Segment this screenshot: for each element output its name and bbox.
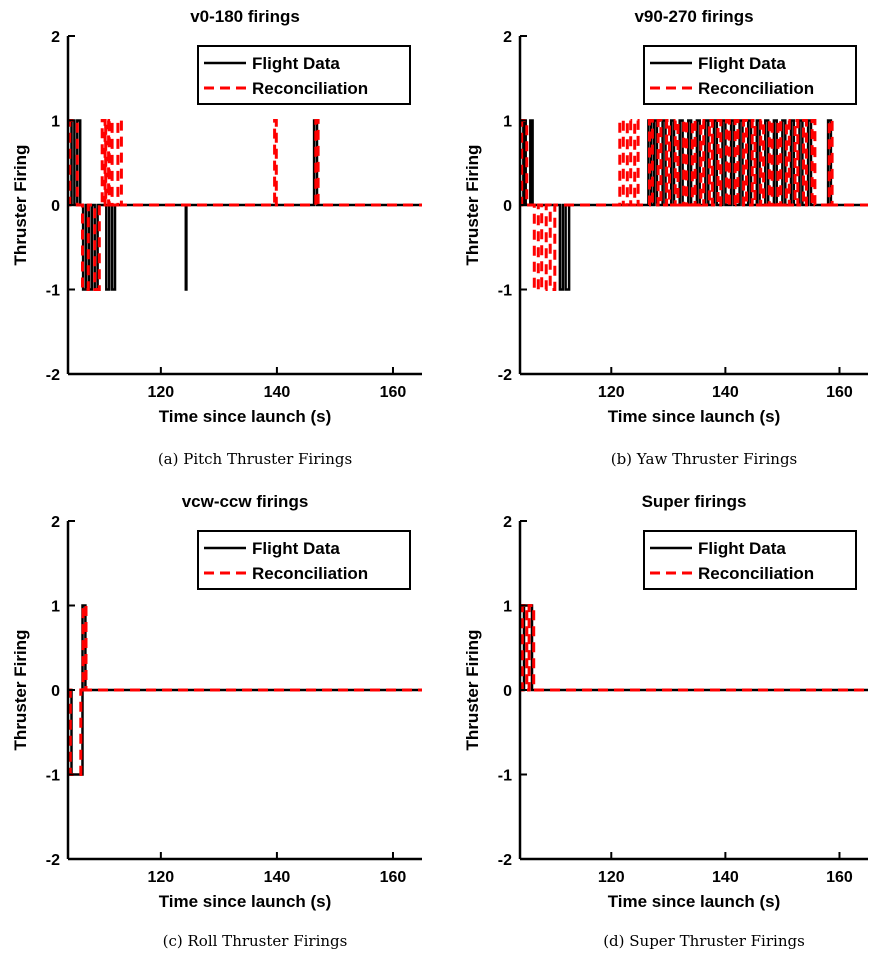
legend-box	[197, 530, 411, 590]
y-tick-label: -2	[46, 367, 60, 384]
x-axis-label: Time since launch (s)	[608, 892, 781, 911]
y-tick-label: 0	[51, 198, 60, 215]
x-tick-label: 160	[826, 384, 853, 401]
y-tick-label: -2	[498, 852, 512, 869]
chart-panel-1: 2 1 0 -1 -2 120 140 160 v0-180 firings Time since…	[11, 7, 422, 468]
x-tick-label: 160	[380, 384, 407, 401]
x-tick-label: 120	[148, 869, 175, 886]
y-tick-label: 1	[503, 114, 512, 131]
y-tick-label: -1	[498, 768, 512, 785]
x-tick-label: 140	[264, 869, 291, 886]
chart-title: Super firings	[642, 492, 747, 511]
chart-panel-2: 2 1 0 -1 -2 120 140 160 v90-270 firings Time sinc…	[463, 7, 868, 468]
x-tick-label: 160	[380, 869, 407, 886]
series-line-reconciliation	[68, 604, 422, 776]
x-tick-label: 120	[598, 384, 625, 401]
y-tick-label: 2	[503, 514, 512, 531]
y-tick-label: 2	[51, 29, 60, 46]
series-line-reconciliation	[520, 119, 868, 291]
y-tick-label: 0	[503, 683, 512, 700]
y-tick-label: 1	[503, 599, 512, 616]
chart-title: vcw-ccw firings	[182, 492, 309, 511]
y-axis-label: Thruster Firing	[11, 145, 30, 266]
chart-panel-4: 2 1 0 -1 -2 120 140 160 Super firings Time since …	[463, 492, 868, 950]
subfigure-caption: (c) Roll Thruster Firings	[163, 932, 348, 950]
subfigure-caption: (d) Super Thruster Firings	[603, 932, 805, 950]
y-tick-label: 2	[51, 514, 60, 531]
legend-label: Flight Data	[698, 539, 786, 558]
legend-label: Reconciliation	[698, 564, 814, 583]
legend-box	[197, 45, 411, 105]
x-tick-label: 140	[712, 384, 739, 401]
legend-label: Flight Data	[252, 539, 340, 558]
legend-label: Reconciliation	[252, 564, 368, 583]
chart-title: v0-180 firings	[190, 7, 300, 26]
series-line-reconciliation	[68, 119, 422, 291]
legend-label: Flight Data	[252, 54, 340, 73]
legend-label: Flight Data	[698, 54, 786, 73]
x-tick-label: 140	[264, 384, 291, 401]
x-tick-label: 120	[148, 384, 175, 401]
subfigure-caption: (a) Pitch Thruster Firings	[158, 450, 352, 468]
chart-panel-3: 2 1 0 -1 -2 120 140 160 vcw-ccw firings Time sinc…	[11, 492, 422, 950]
y-tick-label: -1	[498, 283, 512, 300]
chart-title: v90-270 firings	[634, 7, 753, 26]
x-axis-label: Time since launch (s)	[159, 892, 332, 911]
y-axis-label: Thruster Firing	[463, 630, 482, 751]
x-axis-label: Time since launch (s)	[608, 407, 781, 426]
y-tick-label: -1	[46, 283, 60, 300]
series-layer	[68, 119, 422, 291]
y-tick-label: -2	[46, 852, 60, 869]
y-tick-label: 1	[51, 599, 60, 616]
y-tick-label: 2	[503, 29, 512, 46]
series-line-reconciliation	[520, 604, 868, 692]
legend-label: Reconciliation	[698, 79, 814, 98]
y-tick-label: 0	[51, 683, 60, 700]
series-layer	[68, 604, 422, 776]
y-tick-label: -2	[498, 367, 512, 384]
y-tick-label: -1	[46, 768, 60, 785]
y-axis-label: Thruster Firing	[463, 145, 482, 266]
legend-box	[643, 45, 857, 105]
series-layer	[520, 119, 868, 291]
x-tick-label: 140	[712, 869, 739, 886]
x-axis-label: Time since launch (s)	[159, 407, 332, 426]
y-tick-label: 1	[51, 114, 60, 131]
subfigure-caption: (b) Yaw Thruster Firings	[611, 450, 798, 468]
x-tick-label: 120	[598, 869, 625, 886]
x-tick-label: 160	[826, 869, 853, 886]
y-tick-label: 0	[503, 198, 512, 215]
y-axis-label: Thruster Firing	[11, 630, 30, 751]
legend-box	[643, 530, 857, 590]
legend-label: Reconciliation	[252, 79, 368, 98]
